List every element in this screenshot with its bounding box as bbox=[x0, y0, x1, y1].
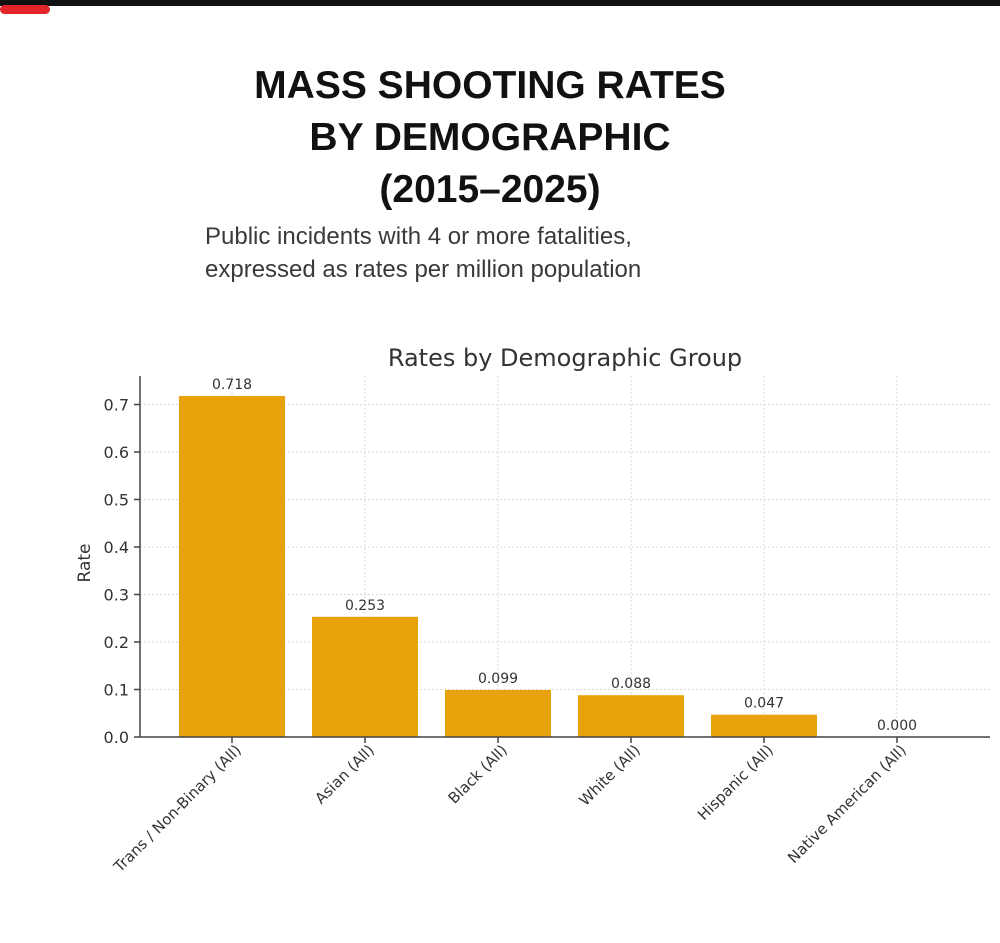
bar-value-label: 0.047 bbox=[744, 696, 784, 712]
y-axis-label: Rate bbox=[75, 544, 95, 583]
bar-value-label: 0.000 bbox=[877, 718, 917, 734]
bar-layer: 0.718 0.253 0.099 0.088 0.047 0.000 bbox=[179, 377, 917, 737]
y-tick-label: 0.0 bbox=[104, 728, 129, 747]
title-line-3: (2015–2025) bbox=[379, 168, 601, 211]
subtitle-line-1: Public incidents with 4 or more fataliti… bbox=[205, 223, 632, 250]
bar-value-label: 0.088 bbox=[611, 676, 651, 692]
bar bbox=[445, 689, 551, 737]
y-tick-label: 0.4 bbox=[104, 538, 129, 557]
y-tick-label: 0.6 bbox=[104, 443, 129, 462]
red-pill-indicator bbox=[0, 5, 50, 14]
bar bbox=[711, 714, 817, 737]
chart-title: Rates by Demographic Group bbox=[388, 344, 742, 372]
x-tick-label: Black (All) bbox=[445, 741, 511, 807]
x-tick-label: Hispanic (All) bbox=[694, 741, 777, 824]
y-tick-label: 0.1 bbox=[104, 681, 129, 700]
subtitle-line-2: expressed as rates per million populatio… bbox=[205, 256, 642, 283]
y-tick-label: 0.3 bbox=[104, 586, 129, 605]
page-subtitle: Public incidents with 4 or more fataliti… bbox=[205, 220, 905, 286]
y-tick-label: 0.7 bbox=[104, 396, 129, 415]
bar-value-label: 0.099 bbox=[478, 671, 518, 687]
y-tick-label: 0.2 bbox=[104, 633, 129, 652]
bar bbox=[578, 695, 684, 737]
bar-value-label: 0.718 bbox=[212, 377, 252, 393]
page-title: MASS SHOOTING RATES BY DEMOGRAPHIC (2015… bbox=[100, 60, 880, 216]
bar bbox=[312, 616, 418, 737]
bar bbox=[179, 395, 285, 737]
bar-value-label: 0.253 bbox=[345, 598, 385, 614]
title-line-2: BY DEMOGRAPHIC bbox=[309, 116, 671, 159]
x-tick-label: Trans / Non-Binary (All) bbox=[110, 741, 245, 876]
title-line-1: MASS SHOOTING RATES bbox=[254, 64, 726, 107]
x-tick-label: Native American (All) bbox=[784, 741, 910, 867]
x-tick-label: Asian (All) bbox=[311, 741, 377, 807]
x-tick-label: White (All) bbox=[575, 741, 643, 809]
y-tick-label: 0.5 bbox=[104, 491, 129, 510]
top-strip bbox=[0, 0, 1000, 6]
